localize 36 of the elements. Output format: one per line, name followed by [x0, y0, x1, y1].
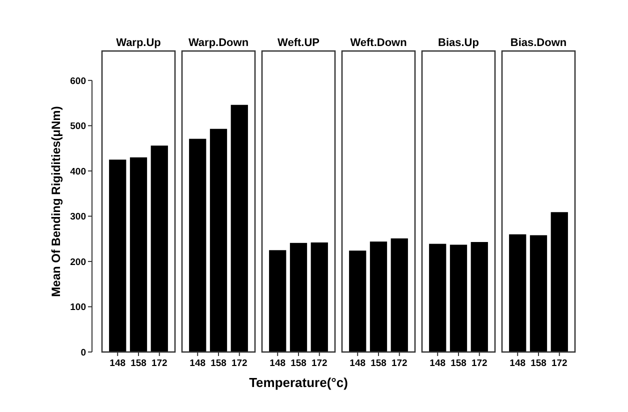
- y-tick-label: 300: [70, 212, 86, 223]
- x-tick-label: 158: [290, 358, 306, 369]
- x-tick-label: 148: [510, 358, 526, 369]
- bar: [109, 160, 126, 352]
- x-tick-label: 172: [311, 358, 328, 369]
- chart-title: Bias.Down: [510, 37, 567, 49]
- x-tick-label: 158: [450, 358, 466, 369]
- y-tick-label: 100: [70, 302, 86, 314]
- chart-title: Bias.Up: [438, 37, 480, 49]
- x-tick-label: 172: [391, 358, 408, 369]
- x-tick-label: 158: [530, 358, 546, 369]
- y-tick-label: 0: [80, 348, 86, 358]
- x-tick-label: 148: [190, 358, 206, 369]
- bar: [130, 157, 148, 352]
- y-tick-label: 600: [70, 76, 86, 87]
- chart-title: Warp.Down: [188, 37, 249, 49]
- y-tick-label: 200: [70, 256, 86, 268]
- x-tick-label: 172: [471, 358, 488, 369]
- x-axis-title: Temperature(°c): [249, 375, 348, 390]
- x-tick-label: 148: [430, 358, 446, 369]
- x-tick-label: 158: [370, 358, 386, 369]
- y-tick-label: 500: [70, 121, 86, 132]
- x-tick-label: 172: [151, 358, 168, 369]
- x-tick-label: 148: [270, 358, 286, 369]
- x-tick-label: 158: [210, 358, 226, 369]
- x-tick-label: 148: [350, 358, 366, 369]
- y-axis-title: Mean Of Bending Rigidities(μNm): [49, 106, 63, 297]
- x-tick-label: 148: [110, 358, 126, 369]
- chart-title: Weft.UP: [278, 37, 320, 49]
- y-tick-label: 400: [70, 166, 86, 178]
- x-tick-label: 172: [231, 358, 248, 369]
- bar: [150, 146, 168, 352]
- x-tick-label: 158: [130, 358, 146, 369]
- chart-title: Warp.Up: [116, 37, 162, 49]
- x-tick-label: 172: [551, 358, 568, 369]
- chart-title: Weft.Down: [350, 37, 408, 49]
